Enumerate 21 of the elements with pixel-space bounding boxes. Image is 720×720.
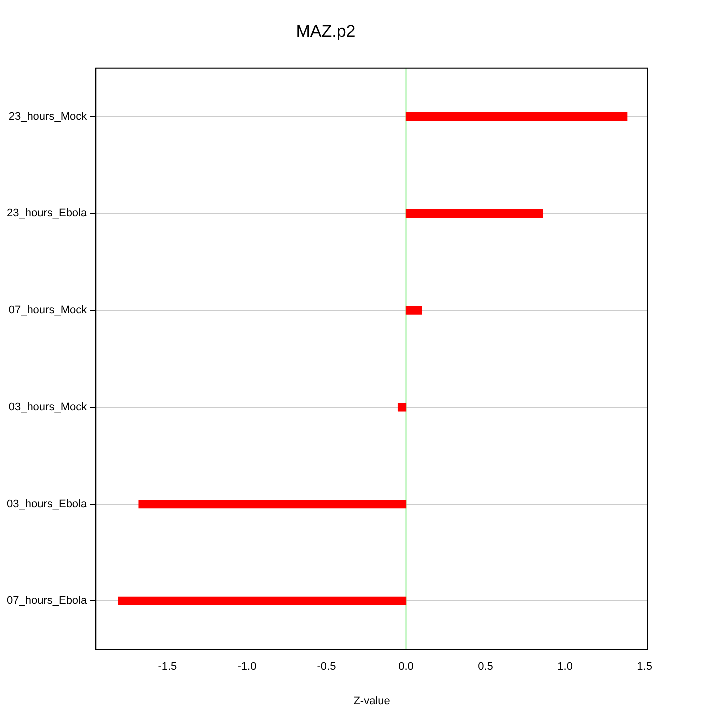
bar bbox=[406, 112, 628, 122]
x-tick-label: 0.0 bbox=[398, 661, 414, 674]
x-axis-title: Z-value bbox=[354, 695, 390, 708]
x-tick-label: -1.5 bbox=[158, 661, 178, 674]
y-tick-label: 23_hours_Mock bbox=[8, 110, 88, 123]
bar bbox=[406, 306, 422, 315]
y-tick-label: 03_hours_Mock bbox=[8, 401, 88, 414]
bar bbox=[406, 209, 544, 218]
x-tick-label: -0.5 bbox=[317, 661, 336, 674]
bar bbox=[138, 500, 407, 509]
y-tick-label: 23_hours_Ebola bbox=[6, 208, 88, 220]
x-tick-label: 1.0 bbox=[558, 661, 573, 674]
y-tick-label: 07_hours_Ebola bbox=[6, 595, 88, 608]
x-tick-label: -1.0 bbox=[238, 661, 257, 674]
chart-title: MAZ.p2 bbox=[296, 22, 356, 41]
x-tick-label: 1.5 bbox=[637, 661, 652, 674]
y-tick-label: 07_hours_Mock bbox=[8, 304, 88, 317]
x-tick-label: 0.5 bbox=[478, 661, 494, 674]
bar bbox=[398, 403, 407, 412]
bar bbox=[118, 596, 407, 606]
y-tick-label: 03_hours_Ebola bbox=[6, 498, 88, 510]
